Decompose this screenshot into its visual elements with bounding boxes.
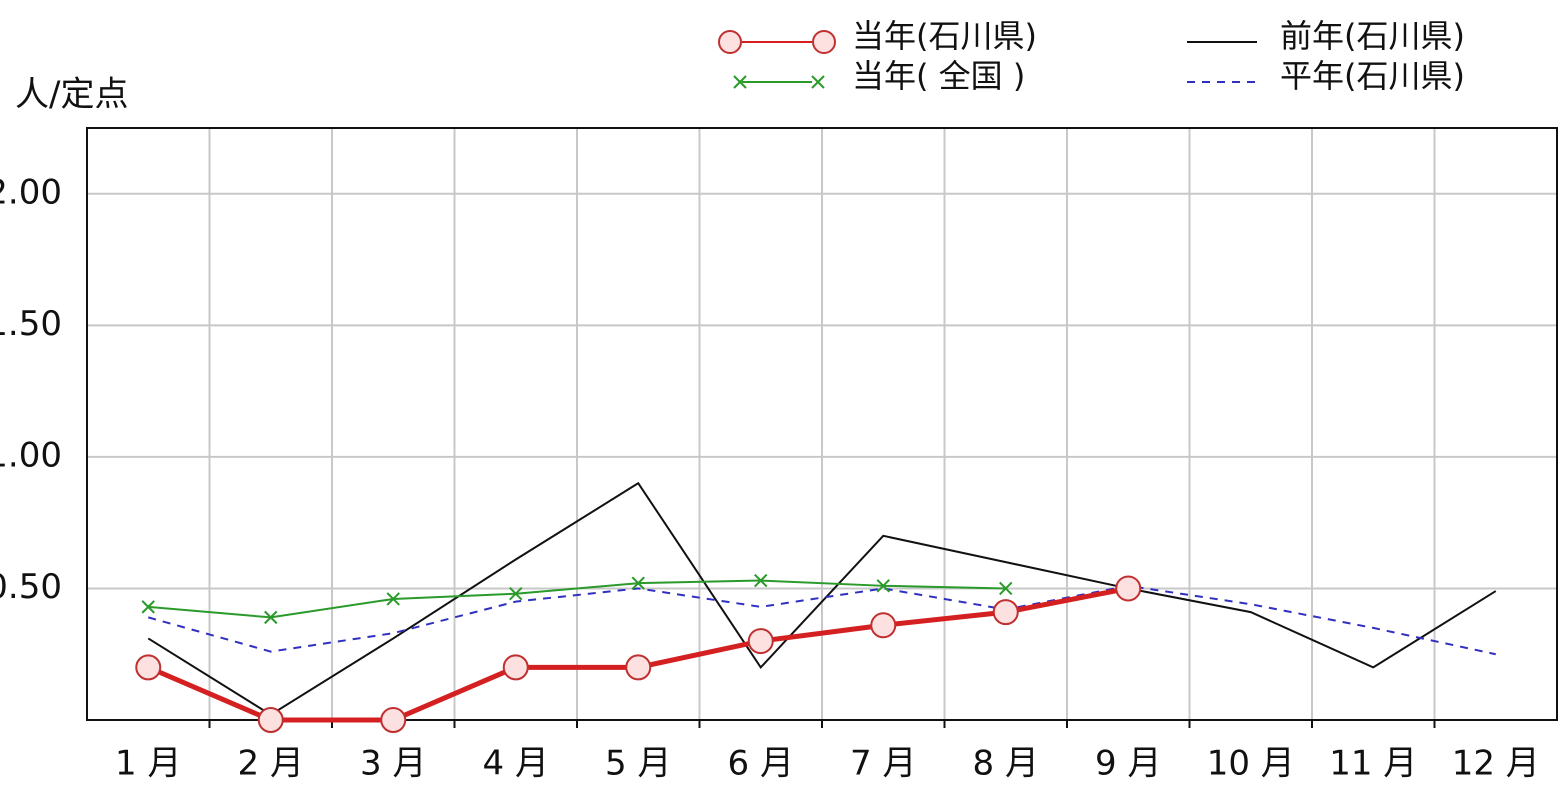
point — [876, 579, 890, 593]
x-tick-label: 5 月 — [605, 744, 671, 784]
y-tick-label: 1.00 — [0, 435, 62, 475]
point — [502, 654, 529, 681]
x-tick-label: 4 月 — [483, 744, 549, 784]
point — [1115, 575, 1142, 602]
series-line — [147, 481, 1497, 716]
x-tick-label: 1 月 — [115, 744, 181, 784]
point — [754, 573, 768, 588]
legend-marker — [812, 30, 836, 54]
y-tick-label: 2.00 — [0, 172, 62, 212]
point — [141, 600, 155, 614]
x-tick-label: 7 月 — [850, 744, 916, 784]
point — [625, 654, 652, 681]
legend-label: 前年(石川県) — [1280, 17, 1465, 55]
point — [257, 707, 284, 733]
series-line — [148, 579, 1006, 619]
legend-marker — [718, 30, 742, 54]
point — [747, 628, 774, 655]
point — [999, 581, 1013, 596]
x-tick-label: 6 月 — [728, 744, 794, 784]
y-tick-label: 1.50 — [0, 304, 62, 344]
x-tick-label: 12 月 — [1452, 744, 1540, 784]
point — [264, 610, 278, 625]
y-tick-label: 0.50 — [0, 567, 62, 607]
point — [509, 586, 523, 601]
x-tick-label: 11 月 — [1329, 744, 1417, 784]
plot-frame — [86, 127, 1558, 721]
x-tick-label: 9 月 — [1095, 744, 1161, 784]
point — [380, 707, 407, 733]
x-tick-label: 3 月 — [360, 744, 426, 784]
legend-label: 平年(石川県) — [1280, 57, 1465, 95]
legend-label: 当年( 全国 ) — [852, 57, 1025, 95]
legend-label: 当年(石川県) — [852, 17, 1037, 55]
point — [135, 654, 162, 681]
point — [870, 612, 897, 639]
point — [386, 592, 400, 606]
legend-marker — [811, 75, 825, 89]
point — [631, 576, 645, 590]
point — [992, 599, 1019, 626]
y-axis-label: 人/定点 — [15, 75, 128, 115]
x-tick-label: 10 月 — [1207, 744, 1295, 784]
legend-marker — [733, 75, 747, 89]
series-line — [147, 584, 1496, 656]
x-tick-label: 8 月 — [973, 744, 1039, 784]
x-tick-label: 2 月 — [238, 744, 304, 784]
